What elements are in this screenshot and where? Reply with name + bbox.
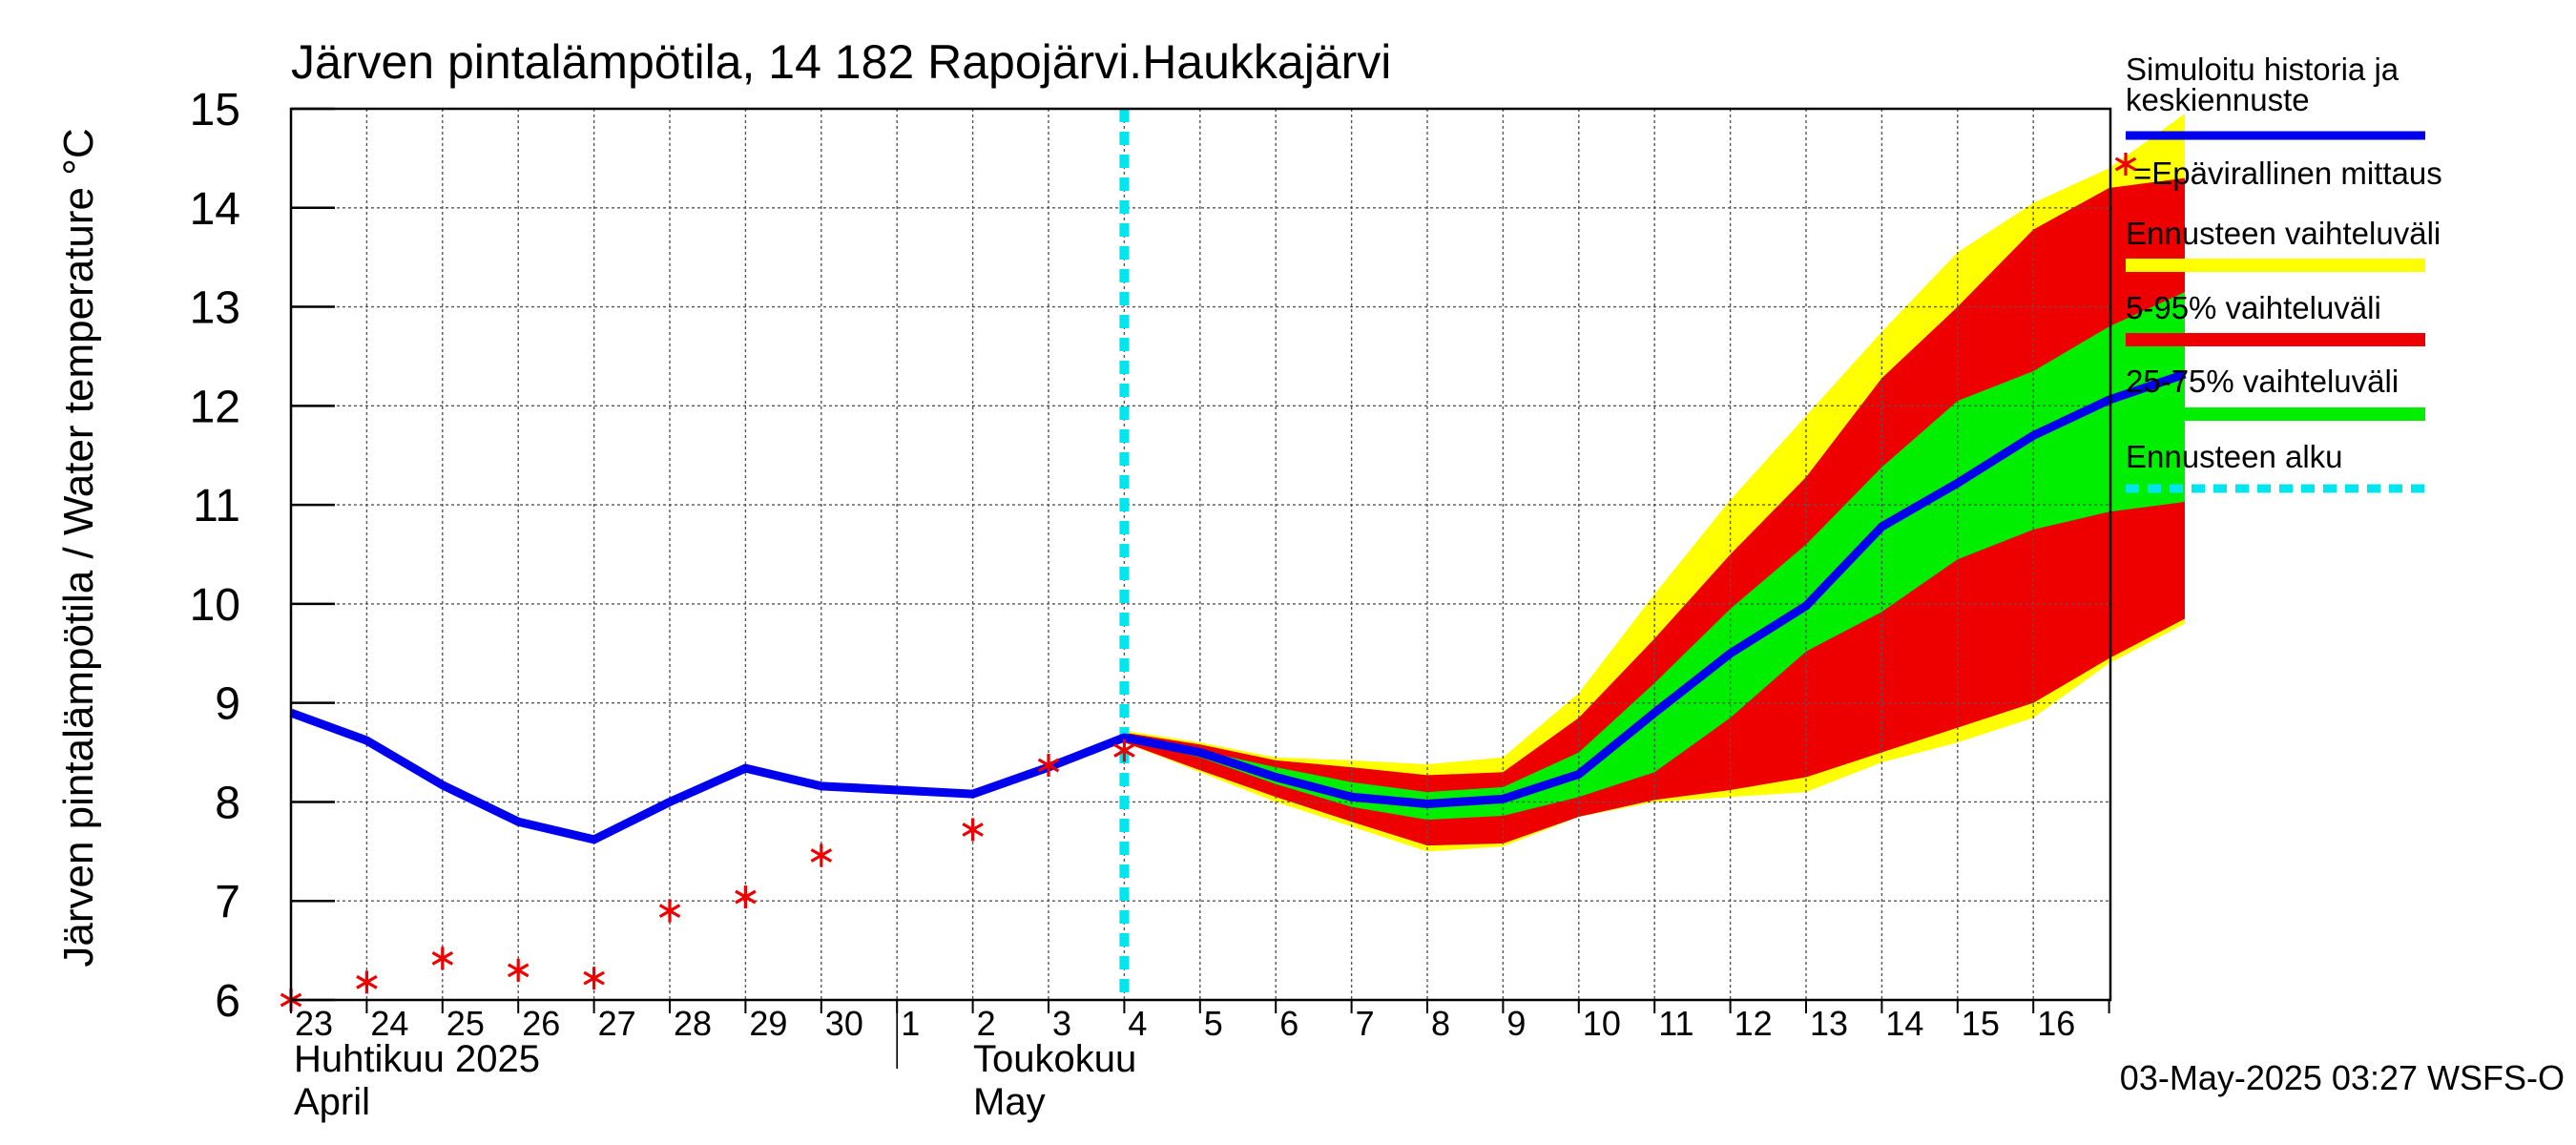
measurement-point-4-stroke-2 <box>583 970 605 986</box>
x-tick-label: 10 <box>1583 1004 1621 1043</box>
series-simulated-line <box>289 369 2187 844</box>
legend-label: =Epävirallinen mittaus <box>2133 156 2442 191</box>
x-tick-label: 3 <box>1052 1004 1071 1043</box>
axes <box>289 107 2112 1069</box>
series-layer <box>280 369 2187 1011</box>
chart-title: Järven pintalämpötila, 14 182 Rapojärvi.… <box>291 35 1391 89</box>
legend-swatch-star-stroke-2 <box>2114 156 2137 172</box>
measurement-point-5 <box>658 899 681 923</box>
footer-timestamp: 03-May-2025 03:27 WSFS-O <box>2120 1058 2565 1097</box>
legend-item-2: Ennusteen vaihteluväli <box>2126 216 2441 272</box>
y-tick-label: 7 <box>215 877 240 927</box>
measurement-point-7 <box>810 843 833 867</box>
measurement-point-3-stroke-2 <box>507 963 530 978</box>
x-tick-label: 7 <box>1356 1004 1375 1043</box>
measurement-point-8 <box>962 818 984 842</box>
x-tick-label: 14 <box>1885 1004 1923 1043</box>
x-tick-label: 5 <box>1204 1004 1223 1043</box>
y-tick-label: 11 <box>193 481 240 531</box>
measurement-point-1-stroke-2 <box>356 974 378 989</box>
y-tick-label: 8 <box>215 778 240 828</box>
month-labels: Huhtikuu 2025 April Toukokuu May <box>294 1038 1136 1123</box>
x-tick-label: 23 <box>295 1004 333 1043</box>
legend-label: 5-95% vaihteluväli <box>2126 290 2381 325</box>
measurement-point-9-stroke-2 <box>1037 758 1060 773</box>
month-label-may-fi: Toukokuu <box>973 1038 1136 1080</box>
x-tick-label: 30 <box>825 1004 863 1043</box>
y-tick-label: 9 <box>215 679 240 730</box>
y-tick-label: 10 <box>190 580 240 631</box>
x-tick-label: 2 <box>977 1004 996 1043</box>
x-tick-label: 15 <box>1962 1004 2000 1043</box>
legend-item-4: 25-75% vaihteluväli <box>2126 364 2425 421</box>
x-tick-label: 8 <box>1431 1004 1450 1043</box>
x-tick-label: 1 <box>901 1004 920 1043</box>
measurement-point-6 <box>735 885 757 909</box>
measurement-point-4 <box>583 967 605 990</box>
y-axis-label: Järven pintalämpötila / Water temperatur… <box>55 128 102 967</box>
y-tick-label: 15 <box>190 85 240 135</box>
measurement-point-2 <box>431 947 454 970</box>
y-tick-label: 14 <box>190 184 240 235</box>
x-tick-label: 29 <box>749 1004 787 1043</box>
month-label-may-en: May <box>973 1081 1046 1123</box>
x-tick-label: 25 <box>447 1004 485 1043</box>
y-tick-label: 12 <box>190 382 240 432</box>
measurement-point-6-stroke-2 <box>735 889 757 905</box>
x-tick-label: 9 <box>1506 1004 1526 1043</box>
measurement-point-5-stroke-2 <box>658 904 681 918</box>
legend-label: 25-75% vaihteluväli <box>2126 364 2399 399</box>
x-tick-label: 16 <box>2037 1004 2075 1043</box>
measurement-point-3 <box>507 958 530 982</box>
legend-label: Ennusteen alku <box>2126 439 2343 474</box>
x-tick-label: 11 <box>1658 1004 1693 1043</box>
y-tick-label: 6 <box>215 976 240 1027</box>
x-tick-label: 24 <box>370 1004 408 1043</box>
measurement-point-7-stroke-2 <box>810 848 833 863</box>
x-tick-label: 28 <box>674 1004 712 1043</box>
measurement-point-1 <box>356 970 378 994</box>
x-tick-label: 6 <box>1279 1004 1298 1043</box>
legend-item-5: Ennusteen alku <box>2126 439 2425 493</box>
x-tick-label: 26 <box>522 1004 560 1043</box>
legend-item-1: =Epävirallinen mittaus <box>2114 153 2442 191</box>
x-tick-label: 4 <box>1128 1004 1147 1043</box>
legend-label: Ennusteen vaihteluväli <box>2126 216 2441 251</box>
month-label-april-fi: Huhtikuu 2025 <box>294 1038 540 1080</box>
y-tick-label: 13 <box>190 283 240 334</box>
measurement-point-2-stroke-2 <box>431 951 454 966</box>
measurement-point-10 <box>1113 739 1135 762</box>
measurement-point-9 <box>1037 754 1060 778</box>
measurement-point-10-stroke-2 <box>1113 743 1135 758</box>
legend-swatch-star <box>2114 153 2137 176</box>
legend-item-3: 5-95% vaihteluväli <box>2126 290 2425 346</box>
x-tick-labels: 23 24 25 26 27 28 29 30 1 2 3 4 5 6 7 8 9 10 11 12 13 14 15 16 <box>295 1004 2075 1043</box>
x-tick-label: 13 <box>1810 1004 1848 1043</box>
band-1 <box>1124 177 2185 846</box>
month-label-april-en: April <box>294 1081 370 1123</box>
y-tick-labels: 6 7 8 9 10 11 12 13 14 15 <box>190 85 240 1027</box>
legend-label: keskiennuste <box>2126 82 2310 117</box>
measurement-point-8-stroke-2 <box>962 822 984 837</box>
legend-label: Simuloitu historia ja <box>2126 52 2399 87</box>
x-tick-label: 27 <box>598 1004 636 1043</box>
x-tick-label: 12 <box>1735 1004 1773 1043</box>
